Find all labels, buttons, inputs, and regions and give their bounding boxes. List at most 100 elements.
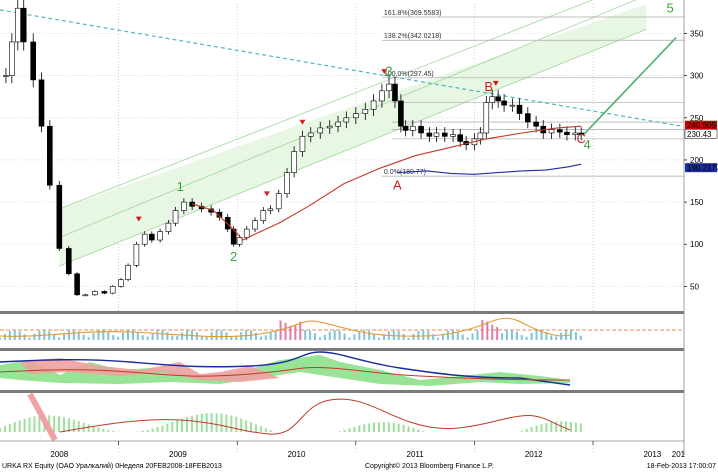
panel3-bar [565,421,568,432]
panel3-bar [151,428,154,432]
panel3-bar [363,424,366,432]
panel3-bar [112,430,115,432]
panel3-bar [176,420,179,432]
panel3-bar [535,425,538,432]
price-candle [483,102,490,134]
panel3-bar [269,430,272,432]
price-candle [47,125,53,186]
price-tick-label: 50 [690,282,699,291]
panel1-bar [235,335,238,340]
panel1-bar [338,330,341,340]
panel1-bar [171,335,174,340]
panel1-bar [353,334,356,340]
panel3-bar [13,421,16,432]
price-candle [578,132,584,135]
panel3-bar [77,421,80,432]
price-candle [284,172,290,194]
price-candle [392,83,398,102]
price-candle [379,90,385,102]
last-price-label: 230.43 [687,130,712,139]
panel3-bar [254,424,257,432]
price-candle [118,279,124,287]
panel3-bar [67,418,70,432]
price-tick-label: 100 [690,240,704,249]
panel1-bar [53,334,56,340]
panel1-bar [333,330,336,340]
panel1-bar [77,331,80,340]
panel3-bar [166,423,169,432]
panel2-red-line [0,366,571,381]
price-candle [38,79,45,127]
channel-fill [59,4,647,267]
panel1-bar [151,332,154,340]
price-candle [509,104,516,107]
panel1-bar [505,330,508,340]
price-candle [564,131,570,135]
price-candle [20,7,27,43]
panel3-bar [530,427,533,432]
panel3-bar [387,422,390,432]
signal-marker [135,216,142,222]
panel1-bar [294,325,297,340]
panel-separator [0,390,718,393]
panel3-bar [343,429,346,432]
price-tick-label: 250 [690,114,704,123]
price-candle [275,193,282,210]
last-price-box [685,163,717,173]
panel3-bar [235,416,238,432]
panel3-spike [27,392,58,442]
panel3-bar [378,422,381,432]
panel3-bar [146,429,149,432]
price-candle [56,184,63,249]
price-candle [133,243,140,266]
panel1-bar [289,326,292,340]
price-tick-label: 350 [690,30,704,39]
panel1-signal [0,317,571,338]
panel3-bar [8,423,11,432]
panel1-bar [392,330,395,340]
panel3-bar [353,426,356,432]
signal-marker [263,191,270,197]
panel3-bar [186,417,189,432]
panel1-bar [117,336,120,340]
panel1-bar [437,337,440,340]
price-candle [477,132,484,140]
wave-label: 2 [230,249,237,264]
panel3-bar [38,415,41,432]
panel1-bar [446,330,449,340]
last-price-label: 240.605 [687,121,716,130]
price-candle [533,121,539,127]
last-price-box [685,120,717,130]
panel1-bar [97,330,100,340]
price-candle [525,113,531,123]
price-candle [450,134,456,137]
panel1-bar [525,336,528,340]
panel1-bar [274,330,277,340]
panel1-bar [461,334,464,340]
panel1-bar [3,333,6,340]
wave-label: 1 [177,179,184,194]
panel1-bar [515,331,518,340]
panel3-bar [18,420,21,432]
panel1-bar [254,332,257,340]
price-candle [402,125,409,131]
channel-line [59,28,647,267]
panel3-bar [210,413,213,432]
wave-label: B [484,79,493,94]
price-candle [572,132,579,135]
price-candle [501,100,507,106]
price-candle [243,228,250,238]
panel1-bar [481,320,484,340]
panel1-bar [323,334,326,340]
price-tick-label: 200 [690,156,704,165]
price-candle [409,125,416,131]
price-candle [3,75,9,77]
price-candle [14,7,21,43]
panel1-bar [33,333,36,340]
price-candle [557,129,563,133]
panel3-bar [382,422,385,432]
panel3-bar [141,430,144,432]
panel1-bar [417,330,420,340]
